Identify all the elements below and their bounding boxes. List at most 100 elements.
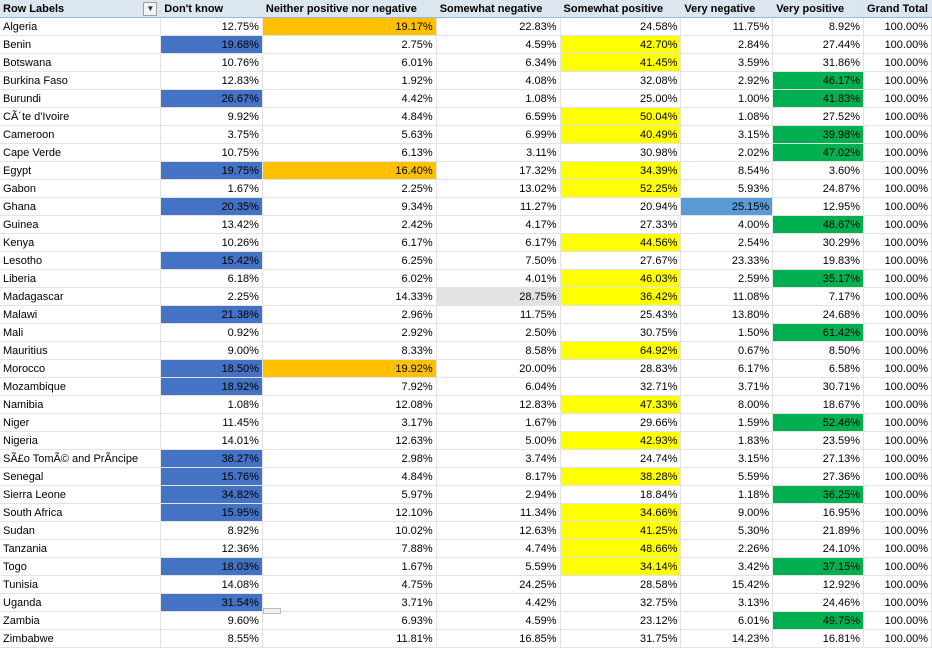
cell-neither[interactable]: 19.17% <box>262 17 437 36</box>
cell-grand-total[interactable]: 100.00% <box>863 485 932 504</box>
cell-neither[interactable]: 2.25% <box>262 179 437 198</box>
cell-somewhat-positive[interactable]: 29.66% <box>560 413 682 432</box>
cell-row-label[interactable]: Sierra Leone <box>0 485 162 504</box>
cell-dont-know[interactable]: 9.00% <box>160 341 263 360</box>
cell-grand-total[interactable]: 100.00% <box>863 179 932 198</box>
cell-somewhat-negative[interactable]: 20.00% <box>436 359 561 378</box>
cell-neither[interactable]: 19.92% <box>262 359 437 378</box>
cell-neither[interactable]: 6.17% <box>262 233 437 252</box>
cell-grand-total[interactable]: 100.00% <box>863 17 932 36</box>
cell-row-label[interactable]: Morocco <box>0 359 162 378</box>
cell-dont-know[interactable]: 26.67% <box>160 89 263 108</box>
cell-neither[interactable]: 6.93% <box>262 611 437 630</box>
cell-grand-total[interactable]: 100.00% <box>863 539 932 558</box>
cell-neither[interactable]: 3.71% <box>262 593 437 612</box>
cell-somewhat-negative[interactable]: 12.83% <box>436 395 561 414</box>
cell-very-negative[interactable]: 15.42% <box>680 575 774 594</box>
cell-very-positive[interactable]: 16.95% <box>772 503 865 522</box>
cell-dont-know[interactable]: 12.36% <box>160 539 263 558</box>
cell-somewhat-positive[interactable]: 41.25% <box>560 521 682 540</box>
cell-somewhat-positive[interactable]: 20.94% <box>560 197 682 216</box>
cell-dont-know[interactable]: 12.83% <box>160 71 263 90</box>
cell-very-negative[interactable]: 5.59% <box>680 467 774 486</box>
cell-row-label[interactable]: SÃ£o TomÃ© and PrÃ­ncipe <box>0 449 162 468</box>
cell-very-negative[interactable]: 1.59% <box>680 413 774 432</box>
cell-dont-know[interactable]: 14.08% <box>160 575 263 594</box>
cell-very-negative[interactable]: 11.75% <box>680 17 774 36</box>
cell-somewhat-positive[interactable]: 50.04% <box>560 107 682 126</box>
cell-dont-know[interactable]: 3.75% <box>160 125 263 144</box>
header-somewhat-negative[interactable]: Somewhat negative <box>436 0 561 18</box>
cell-grand-total[interactable]: 100.00% <box>863 359 932 378</box>
cell-somewhat-positive[interactable]: 46.03% <box>560 269 682 288</box>
cell-somewhat-negative[interactable]: 6.17% <box>436 233 561 252</box>
cell-grand-total[interactable]: 100.00% <box>863 503 932 522</box>
cell-dont-know[interactable]: 18.92% <box>160 377 263 396</box>
cell-grand-total[interactable]: 100.00% <box>863 395 932 414</box>
cell-somewhat-negative[interactable]: 5.59% <box>436 557 561 576</box>
cell-somewhat-positive[interactable]: 34.39% <box>560 161 682 180</box>
cell-somewhat-negative[interactable]: 4.59% <box>436 611 561 630</box>
cell-very-positive[interactable]: 46.17% <box>772 71 865 90</box>
cell-very-positive[interactable]: 27.13% <box>772 449 865 468</box>
cell-somewhat-negative[interactable]: 3.11% <box>436 143 561 162</box>
cell-somewhat-negative[interactable]: 6.99% <box>436 125 561 144</box>
cell-somewhat-positive[interactable]: 27.33% <box>560 215 682 234</box>
cell-somewhat-positive[interactable]: 41.45% <box>560 53 682 72</box>
cell-dont-know[interactable]: 14.01% <box>160 431 263 450</box>
header-somewhat-positive[interactable]: Somewhat positive <box>560 0 682 18</box>
cell-somewhat-negative[interactable]: 17.32% <box>436 161 561 180</box>
cell-somewhat-positive[interactable]: 38.28% <box>560 467 682 486</box>
cell-row-label[interactable]: Liberia <box>0 269 162 288</box>
cell-dont-know[interactable]: 18.50% <box>160 359 263 378</box>
cell-somewhat-negative[interactable]: 1.67% <box>436 413 561 432</box>
cell-very-positive[interactable]: 6.58% <box>772 359 865 378</box>
cell-very-negative[interactable]: 25.15% <box>680 197 774 216</box>
cell-somewhat-positive[interactable]: 42.93% <box>560 431 682 450</box>
cell-very-positive[interactable]: 24.10% <box>772 539 865 558</box>
cell-neither[interactable]: 8.33% <box>262 341 437 360</box>
cell-neither[interactable]: 2.42% <box>262 215 437 234</box>
cell-dont-know[interactable]: 11.45% <box>160 413 263 432</box>
cell-row-label[interactable]: Burundi <box>0 89 162 108</box>
cell-very-negative[interactable]: 1.08% <box>680 107 774 126</box>
cell-very-negative[interactable]: 3.15% <box>680 125 774 144</box>
cell-somewhat-positive[interactable]: 32.08% <box>560 71 682 90</box>
cell-dont-know[interactable]: 31.54% <box>160 593 263 612</box>
cell-grand-total[interactable]: 100.00% <box>863 233 932 252</box>
cell-neither[interactable]: 16.40% <box>262 161 437 180</box>
cell-very-negative[interactable]: 2.02% <box>680 143 774 162</box>
cell-dont-know[interactable]: 6.18% <box>160 269 263 288</box>
cell-somewhat-negative[interactable]: 16.85% <box>436 629 561 648</box>
cell-somewhat-positive[interactable]: 48.66% <box>560 539 682 558</box>
header-very-negative[interactable]: Very negative <box>680 0 774 18</box>
cell-dont-know[interactable]: 10.76% <box>160 53 263 72</box>
cell-neither[interactable]: 2.98% <box>262 449 437 468</box>
cell-dont-know[interactable]: 15.76% <box>160 467 263 486</box>
cell-very-negative[interactable]: 2.59% <box>680 269 774 288</box>
cell-very-negative[interactable]: 9.00% <box>680 503 774 522</box>
cell-row-label[interactable]: Botswana <box>0 53 162 72</box>
cell-somewhat-negative[interactable]: 5.00% <box>436 431 561 450</box>
cell-very-negative[interactable]: 1.50% <box>680 323 774 342</box>
cell-somewhat-negative[interactable]: 2.50% <box>436 323 561 342</box>
cell-neither[interactable]: 12.08% <box>262 395 437 414</box>
cell-grand-total[interactable]: 100.00% <box>863 125 932 144</box>
cell-somewhat-positive[interactable]: 28.83% <box>560 359 682 378</box>
cell-grand-total[interactable]: 100.00% <box>863 593 932 612</box>
cell-very-positive[interactable]: 19.83% <box>772 251 865 270</box>
cell-somewhat-negative[interactable]: 6.34% <box>436 53 561 72</box>
cell-very-positive[interactable]: 24.87% <box>772 179 865 198</box>
cell-row-label[interactable]: South Africa <box>0 503 162 522</box>
cell-dont-know[interactable]: 1.08% <box>160 395 263 414</box>
cell-neither[interactable]: 6.13% <box>262 143 437 162</box>
cell-somewhat-positive[interactable]: 31.75% <box>560 629 682 648</box>
cell-very-positive[interactable]: 52.46% <box>772 413 865 432</box>
cell-very-positive[interactable]: 61.42% <box>772 323 865 342</box>
cell-very-negative[interactable]: 3.13% <box>680 593 774 612</box>
cell-somewhat-negative[interactable]: 24.25% <box>436 575 561 594</box>
cell-grand-total[interactable]: 100.00% <box>863 89 932 108</box>
cell-somewhat-positive[interactable]: 40.49% <box>560 125 682 144</box>
cell-row-label[interactable]: Senegal <box>0 467 162 486</box>
cell-very-negative[interactable]: 6.01% <box>680 611 774 630</box>
